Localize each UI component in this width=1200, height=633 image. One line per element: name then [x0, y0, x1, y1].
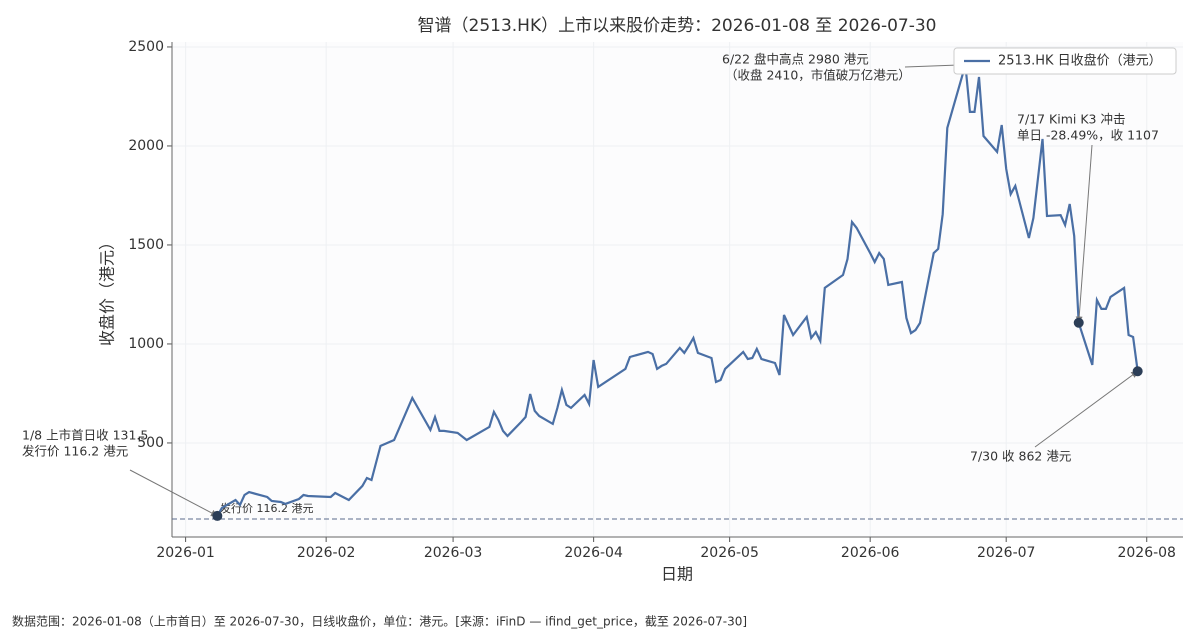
reference-label: 发行价 116.2 港元 [220, 501, 313, 515]
annotation-text: 7/30 收 862 港元 [970, 449, 1071, 464]
annotation-arrow [1075, 144, 1093, 324]
annotation-text: （收盘 2410，市值破万亿港元） [725, 68, 911, 83]
x-tick-label: 2026-04 [564, 545, 623, 561]
y-axis-label: 收盘价（港元） [98, 234, 117, 346]
annotation-arrow [129, 469, 218, 517]
x-tick-label: 2026-05 [700, 545, 759, 561]
y-tick-label: 2000 [128, 138, 164, 154]
annotation-text: 发行价 116.2 港元 [22, 444, 128, 459]
annotation-arrow [1034, 370, 1139, 448]
x-tick-label: 2026-01 [156, 545, 215, 561]
y-tick-label: 1500 [128, 237, 164, 253]
legend-label: 2513.HK 日收盘价（港元） [998, 53, 1162, 69]
x-axis-label: 日期 [661, 565, 693, 584]
annotation-text: 单日 -28.49%，收 1107 [1017, 128, 1159, 143]
y-tick-label: 500 [137, 435, 164, 451]
y-tick-label: 1000 [128, 336, 164, 352]
legend-box [953, 47, 1177, 75]
footnote: 数据范围：2026-01-08（上市首日）至 2026-07-30，日线收盘价，… [12, 614, 747, 629]
annotation-text: 1/8 上市首日收 131.5 [22, 428, 148, 443]
x-tick-label: 2026-02 [297, 545, 356, 561]
x-tick-label: 2026-08 [1117, 545, 1176, 561]
x-tick-label: 2026-06 [841, 545, 900, 561]
x-tick-label: 2026-03 [424, 545, 483, 561]
highlight-marker [1132, 366, 1143, 377]
price-line [216, 64, 1139, 517]
plot-area [172, 42, 1183, 537]
annotation-text: 7/17 Kimi K3 冲击 [1017, 112, 1125, 127]
annotation-text: 6/22 盘中高点 2980 港元 [722, 52, 869, 67]
x-tick-label: 2026-07 [977, 545, 1036, 561]
highlight-marker [212, 510, 223, 521]
highlight-marker [1073, 317, 1084, 328]
y-tick-label: 2500 [128, 39, 164, 55]
chart-title: 智谱（2513.HK）上市以来股价走势：2026-01-08 至 2026-07… [418, 16, 937, 36]
